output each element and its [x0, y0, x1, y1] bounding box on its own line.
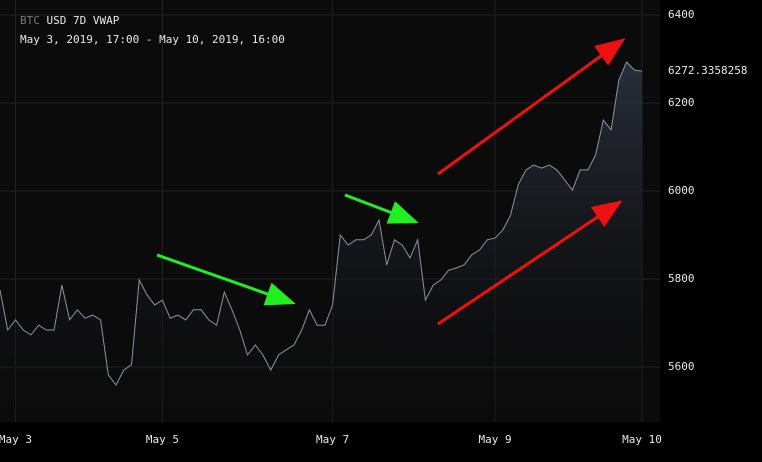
last-value-label: 6272.3358258 [668, 64, 747, 77]
y-tick-label: 6400 [668, 8, 695, 21]
x-tick-label: May 9 [478, 433, 511, 446]
y-tick-label: 5800 [668, 272, 695, 285]
annotations [156, 38, 626, 326]
y-tick-label: 5600 [668, 360, 695, 373]
arrow [437, 38, 626, 176]
symbol: BTC [20, 14, 40, 27]
arrow [344, 193, 419, 224]
chart-title: BTC USD 7D VWAP [20, 14, 120, 27]
y-tick-label: 6000 [668, 184, 695, 197]
x-tick-label: May 7 [316, 433, 349, 446]
x-tick-label: May 5 [146, 433, 179, 446]
y-tick-label: 6200 [668, 96, 695, 109]
title: USD 7D VWAP [47, 14, 120, 27]
line [0, 61, 643, 386]
area [0, 62, 642, 422]
arrow [156, 253, 296, 306]
arrow [437, 200, 623, 326]
chart-subtitle: May 3, 2019, 17:00 - May 10, 2019, 16:00 [20, 33, 285, 46]
x-tick-label: May 3 [0, 433, 32, 446]
x-tick-label: May 10 [622, 433, 662, 446]
